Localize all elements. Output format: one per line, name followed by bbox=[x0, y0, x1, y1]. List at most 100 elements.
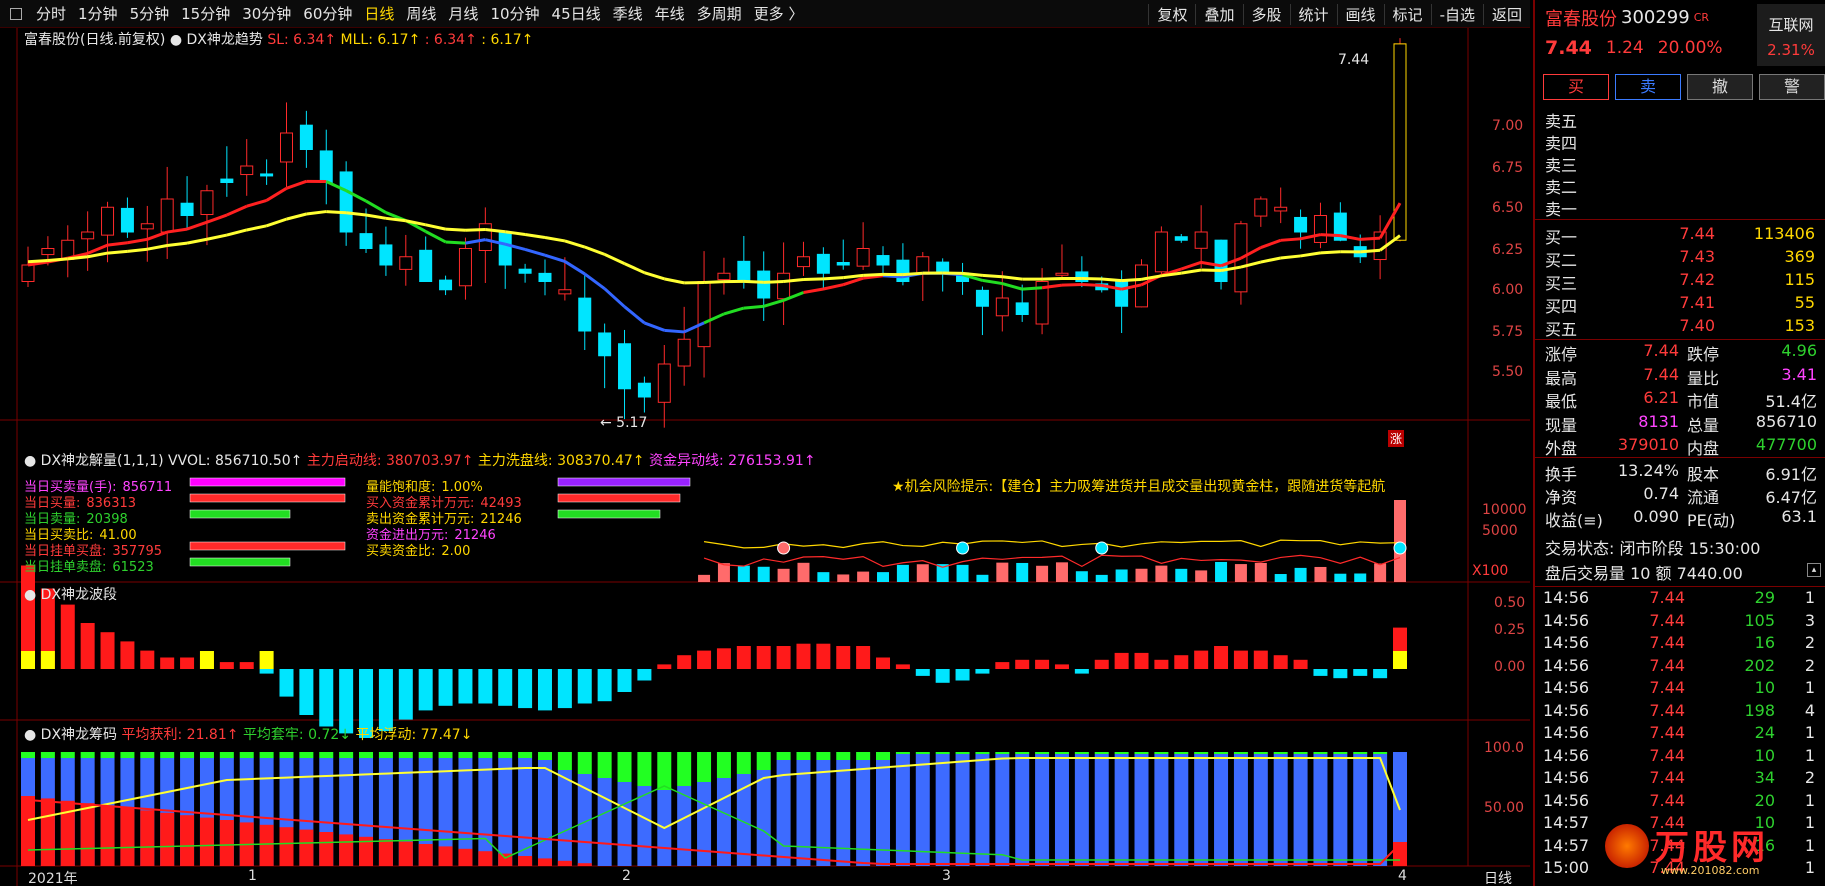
tool-button[interactable]: 多股 bbox=[1242, 3, 1290, 25]
chip-bar-blue bbox=[1373, 754, 1388, 866]
period-tab[interactable]: 1分钟 bbox=[78, 5, 118, 23]
trade-button[interactable]: 卖 bbox=[1615, 74, 1681, 100]
candle-body bbox=[458, 248, 472, 287]
indicator-dropdown-icon[interactable]: ● bbox=[169, 32, 183, 48]
tick-count: 1 bbox=[1804, 813, 1815, 832]
trade-button[interactable]: 买 bbox=[1543, 74, 1609, 100]
bid-price: 7.42 bbox=[1679, 270, 1715, 289]
mll-line-segment bbox=[1121, 277, 1142, 283]
chip-bar-green bbox=[935, 752, 950, 754]
volume-bar bbox=[1334, 573, 1347, 582]
sl-line-segment bbox=[862, 274, 884, 280]
wave-dropdown-icon[interactable]: ● bbox=[24, 587, 37, 603]
mll-line-segment bbox=[47, 257, 68, 263]
period-tab[interactable]: 周线 bbox=[406, 5, 437, 23]
tick-time: 14:56 bbox=[1543, 768, 1590, 787]
volume-bar bbox=[698, 574, 711, 582]
period-tab[interactable]: 30分钟 bbox=[242, 5, 292, 23]
chip-bar-green bbox=[1293, 752, 1308, 754]
wash-line-value: 主力洗盘线: 308370.47↑ bbox=[477, 453, 645, 469]
sl-line-segment bbox=[962, 273, 983, 282]
period-tab[interactable]: 年线 bbox=[654, 5, 685, 23]
wave-bar-down bbox=[478, 669, 493, 704]
indicator-name[interactable]: DX神龙趋势 bbox=[186, 32, 263, 48]
chip-bar-red bbox=[180, 815, 195, 866]
chip-dropdown-icon[interactable]: ● bbox=[24, 727, 37, 743]
tool-button[interactable]: 标记 bbox=[1383, 3, 1431, 25]
chart-canvas[interactable] bbox=[0, 0, 1533, 886]
chip-bar-blue bbox=[816, 760, 831, 866]
expand-icon[interactable]: ▴ bbox=[1807, 563, 1821, 577]
stat-row: 当日挂单卖盘: 61523 bbox=[24, 556, 154, 575]
wave-bar-down bbox=[597, 669, 612, 702]
period-tab[interactable]: 月线 bbox=[448, 5, 479, 23]
volume-bar bbox=[777, 568, 790, 582]
candle-body bbox=[1194, 231, 1208, 249]
chip-bar-red bbox=[279, 827, 294, 866]
mll-line-segment bbox=[485, 228, 506, 234]
chip-indicator-name[interactable]: DX神龙筹码 bbox=[40, 727, 118, 743]
menu-icon[interactable] bbox=[10, 7, 22, 20]
tick-volume: 16 bbox=[1754, 835, 1775, 855]
chip-bar-blue bbox=[1353, 754, 1368, 866]
tool-button[interactable]: 返回 bbox=[1482, 3, 1530, 25]
candle-body bbox=[498, 232, 512, 266]
quote-panel: 富春股份 300299 CR 7.44 1.24 20.00% 互联网 2.31… bbox=[1533, 0, 1825, 886]
candle-body bbox=[1174, 236, 1188, 241]
period-tab[interactable]: 15分钟 bbox=[181, 5, 231, 23]
wave-indicator-name[interactable]: DX神龙波段 bbox=[40, 587, 118, 603]
bid-volume: 369 bbox=[1784, 247, 1815, 266]
tool-button[interactable]: 画线 bbox=[1336, 3, 1384, 25]
period-tab[interactable]: 季线 bbox=[612, 5, 643, 23]
wave-bar-up bbox=[80, 623, 95, 669]
fund-line-value: 资金异动线: 276153.91↑ bbox=[648, 453, 816, 469]
tool-button[interactable]: 统计 bbox=[1289, 3, 1337, 25]
volume-line-1 bbox=[703, 539, 1401, 549]
candle-body bbox=[1214, 239, 1228, 282]
period-tab[interactable]: 日线 bbox=[364, 5, 395, 23]
trade-button[interactable]: 警 bbox=[1759, 74, 1825, 100]
period-tab[interactable]: 5分钟 bbox=[129, 5, 170, 23]
stat-row: 资金进出万元: 21246 bbox=[366, 524, 496, 543]
chip-bar-blue bbox=[876, 760, 891, 866]
tick-time: 14:56 bbox=[1543, 678, 1590, 697]
tool-button[interactable]: -自选 bbox=[1430, 3, 1483, 25]
chip-bar-green bbox=[537, 752, 552, 760]
info-bar bbox=[189, 477, 346, 487]
period-tab[interactable]: 10分钟 bbox=[490, 5, 540, 23]
mll-line-segment bbox=[147, 243, 168, 251]
candle-body bbox=[896, 259, 910, 283]
volume-bar bbox=[1055, 562, 1068, 582]
mll-line-segment bbox=[863, 272, 884, 277]
candle-body bbox=[120, 207, 134, 233]
tick-count: 4 bbox=[1804, 700, 1815, 720]
candle-body bbox=[180, 202, 194, 217]
period-tab[interactable]: 45日线 bbox=[551, 5, 601, 23]
wave-bar-up bbox=[697, 650, 712, 669]
mll-line-segment bbox=[643, 271, 665, 281]
mll-line-segment bbox=[803, 277, 824, 282]
period-tab[interactable]: 60分钟 bbox=[303, 5, 353, 23]
tick-volume: 20 bbox=[1754, 790, 1775, 810]
mll-line-segment bbox=[87, 251, 108, 259]
axis-tick-label: 100.0 bbox=[1484, 740, 1525, 756]
stock-badge: CR bbox=[1693, 11, 1710, 24]
trade-button[interactable]: 撤 bbox=[1687, 74, 1753, 100]
period-tab[interactable]: 更多 〉 bbox=[753, 5, 804, 23]
wave-bar-down bbox=[577, 669, 592, 704]
chip-bar-red bbox=[398, 841, 413, 866]
period-tab[interactable]: 多周期 bbox=[696, 5, 742, 23]
stat-value: 1.00% bbox=[441, 480, 483, 495]
candle-body bbox=[598, 332, 612, 357]
chip-bar-green bbox=[1174, 752, 1189, 754]
tool-button[interactable]: 叠加 bbox=[1195, 3, 1242, 25]
volume-indicator-name[interactable]: DX神龙解量(1,1,1) bbox=[40, 453, 164, 469]
axis-tick-label: 10000 bbox=[1482, 502, 1527, 518]
tool-button[interactable]: 复权 bbox=[1148, 3, 1195, 25]
volume-bar bbox=[1314, 566, 1327, 582]
sector-box[interactable]: 互联网 2.31% bbox=[1757, 4, 1825, 66]
stat-value: 41.00 bbox=[99, 528, 137, 543]
candle-body bbox=[677, 338, 691, 367]
volume-dropdown-icon[interactable]: ● bbox=[24, 453, 37, 469]
period-tab[interactable]: 分时 bbox=[36, 5, 67, 23]
